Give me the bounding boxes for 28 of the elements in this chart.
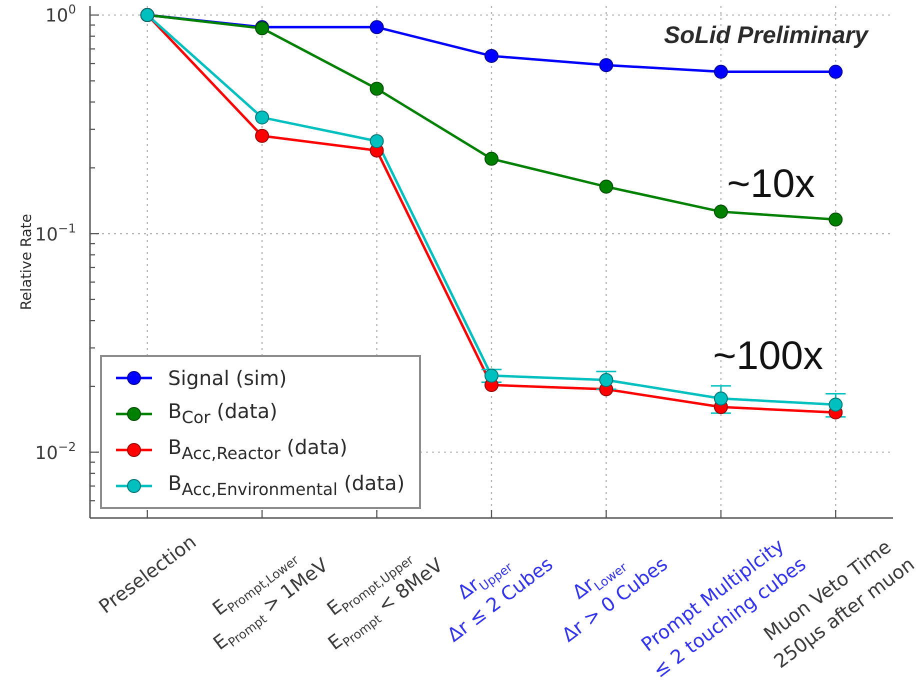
legend-label: B$_{Cor}$ (data): [168, 398, 278, 428]
point: [714, 64, 728, 79]
point: [599, 58, 614, 72]
y-tick-label: 10$^{−1}$: [35, 222, 76, 246]
point: [828, 398, 843, 412]
point: [370, 20, 384, 34]
point: [714, 392, 728, 406]
point: [255, 128, 270, 143]
point: [828, 64, 843, 79]
point: [828, 212, 843, 227]
legend-label: B$_{Acc,Reactor}$ (data): [168, 434, 348, 464]
y-axis-title: Relative Rate: [19, 214, 35, 310]
y-tick-label: 10$^{−2}$: [35, 440, 76, 464]
annotation: SoLid Preliminary: [664, 22, 870, 49]
annotation: ~100x: [713, 334, 824, 378]
annotation: ~10x: [727, 162, 815, 206]
point: [370, 82, 384, 96]
legend-label: Signal (sim): [168, 365, 287, 392]
point: [599, 372, 614, 387]
point: [484, 152, 498, 166]
y-tick-label: 10$^{0}$: [45, 3, 76, 27]
point: [484, 48, 498, 63]
point: [714, 204, 728, 219]
point: [370, 134, 384, 148]
point: [484, 368, 498, 383]
point: [255, 110, 270, 124]
legend-label: B$_{Acc,Environmental}$ (data): [168, 470, 405, 500]
point: [599, 180, 614, 194]
